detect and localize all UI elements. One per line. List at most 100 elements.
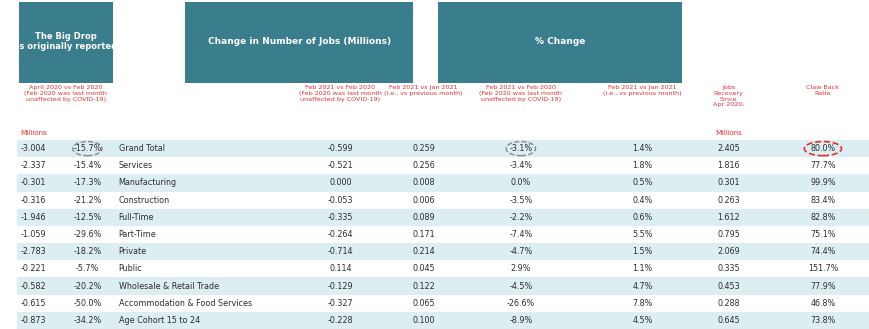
Text: 1.5%: 1.5%: [632, 247, 652, 256]
Text: 1.816: 1.816: [717, 161, 740, 170]
Bar: [17, 191, 869, 209]
Text: -0.327: -0.327: [328, 299, 353, 308]
Text: 0.301: 0.301: [717, 178, 740, 188]
Text: 0.5%: 0.5%: [632, 178, 652, 188]
Text: -12.5%: -12.5%: [73, 213, 102, 222]
Text: 77.7%: 77.7%: [809, 161, 835, 170]
Text: 7.8%: 7.8%: [632, 299, 652, 308]
Text: 0.122: 0.122: [412, 282, 434, 291]
Text: -2.783: -2.783: [21, 247, 46, 256]
Text: 2.9%: 2.9%: [510, 265, 530, 273]
Text: Wholesale & Retail Trade: Wholesale & Retail Trade: [118, 282, 219, 291]
Text: 151.7%: 151.7%: [806, 265, 837, 273]
Text: 0.0%: 0.0%: [510, 178, 530, 188]
Text: Public: Public: [118, 265, 143, 273]
Bar: [17, 260, 869, 277]
Text: Private: Private: [118, 247, 147, 256]
Text: -2.337: -2.337: [21, 161, 46, 170]
Text: 0.065: 0.065: [412, 299, 434, 308]
Text: 2.069: 2.069: [717, 247, 740, 256]
Text: -0.129: -0.129: [328, 282, 353, 291]
Bar: [17, 209, 869, 226]
Text: 0.171: 0.171: [412, 230, 434, 239]
Text: 0.259: 0.259: [412, 144, 434, 153]
Text: 0.214: 0.214: [412, 247, 434, 256]
Bar: [17, 226, 869, 243]
Text: 0.335: 0.335: [717, 265, 740, 273]
Text: -50.0%: -50.0%: [73, 299, 102, 308]
Text: -0.228: -0.228: [328, 316, 353, 325]
Text: 1.4%: 1.4%: [632, 144, 652, 153]
Text: Feb 2021 vs Jan 2021
(i.e., vs previous month): Feb 2021 vs Jan 2021 (i.e., vs previous …: [602, 85, 681, 96]
Text: -17.3%: -17.3%: [73, 178, 102, 188]
Text: 4.7%: 4.7%: [632, 282, 652, 291]
Text: -21.2%: -21.2%: [73, 196, 102, 205]
Text: -8.9%: -8.9%: [508, 316, 532, 325]
Text: -5.7%: -5.7%: [76, 265, 99, 273]
Text: 46.8%: 46.8%: [809, 299, 834, 308]
Text: -3.004: -3.004: [21, 144, 46, 153]
Text: 0.045: 0.045: [412, 265, 434, 273]
Text: -0.615: -0.615: [21, 299, 46, 308]
Text: -2.2%: -2.2%: [508, 213, 532, 222]
Text: -0.521: -0.521: [328, 161, 353, 170]
Bar: [17, 174, 869, 191]
Text: -0.335: -0.335: [328, 213, 353, 222]
Text: Age Cohort 15 to 24: Age Cohort 15 to 24: [118, 316, 200, 325]
Text: 0.256: 0.256: [412, 161, 434, 170]
Text: April 2020 vs Feb 2020
(Feb 2020 was last month
unaffected by COVID-19): April 2020 vs Feb 2020 (Feb 2020 was las…: [24, 85, 107, 102]
Text: Accommodation & Food Services: Accommodation & Food Services: [118, 299, 252, 308]
Text: -26.6%: -26.6%: [506, 299, 534, 308]
Text: 74.4%: 74.4%: [809, 247, 834, 256]
Text: 1.612: 1.612: [717, 213, 740, 222]
Text: 0.263: 0.263: [717, 196, 740, 205]
Bar: [17, 295, 869, 312]
Bar: [438, 2, 681, 83]
Text: % Change: % Change: [534, 37, 585, 46]
Text: 73.8%: 73.8%: [809, 316, 834, 325]
Text: Manufacturing: Manufacturing: [118, 178, 176, 188]
Text: -0.714: -0.714: [328, 247, 353, 256]
Text: 0.006: 0.006: [412, 196, 434, 205]
Text: 1.8%: 1.8%: [632, 161, 652, 170]
Bar: [17, 140, 869, 157]
Text: -4.7%: -4.7%: [508, 247, 532, 256]
Text: 4.5%: 4.5%: [632, 316, 652, 325]
Bar: [19, 2, 113, 83]
Text: -1.059: -1.059: [21, 230, 46, 239]
Text: -3.5%: -3.5%: [508, 196, 532, 205]
Text: Feb 2021 vs Feb 2020
(Feb 2020 was last month
unaffected by COVID-19): Feb 2021 vs Feb 2020 (Feb 2020 was last …: [479, 85, 561, 102]
Text: 0.288: 0.288: [717, 299, 740, 308]
Text: 0.453: 0.453: [717, 282, 740, 291]
Text: -34.2%: -34.2%: [73, 316, 102, 325]
Bar: [17, 157, 869, 174]
Text: Full-Time: Full-Time: [118, 213, 154, 222]
Text: Millions: Millions: [21, 130, 48, 136]
Text: -20.2%: -20.2%: [73, 282, 102, 291]
Text: -0.582: -0.582: [21, 282, 46, 291]
Text: -7.4%: -7.4%: [508, 230, 532, 239]
Text: -0.221: -0.221: [21, 265, 46, 273]
Text: -0.301: -0.301: [21, 178, 46, 188]
Text: -15.7%: -15.7%: [73, 144, 102, 153]
Bar: [17, 312, 869, 329]
Text: Claw Back
Ratio: Claw Back Ratio: [806, 85, 839, 96]
Text: 1.1%: 1.1%: [632, 265, 652, 273]
Text: 0.000: 0.000: [328, 178, 351, 188]
Text: -18.2%: -18.2%: [73, 247, 102, 256]
Text: -0.873: -0.873: [21, 316, 46, 325]
Text: Millions: Millions: [714, 130, 741, 136]
Text: 0.645: 0.645: [717, 316, 740, 325]
Text: -0.053: -0.053: [328, 196, 353, 205]
Text: Feb 2021 vs Jan 2021
(i.e., vs previous month): Feb 2021 vs Jan 2021 (i.e., vs previous …: [384, 85, 462, 96]
Text: -29.6%: -29.6%: [73, 230, 102, 239]
Text: Services: Services: [118, 161, 153, 170]
Text: Change in Number of Jobs (Millions): Change in Number of Jobs (Millions): [208, 37, 390, 46]
Text: Grand Total: Grand Total: [118, 144, 164, 153]
Text: Part-Time: Part-Time: [118, 230, 156, 239]
Text: -0.316: -0.316: [21, 196, 46, 205]
Text: -0.264: -0.264: [328, 230, 353, 239]
Text: Construction: Construction: [118, 196, 169, 205]
Text: 75.1%: 75.1%: [809, 230, 835, 239]
Text: -1.946: -1.946: [21, 213, 46, 222]
